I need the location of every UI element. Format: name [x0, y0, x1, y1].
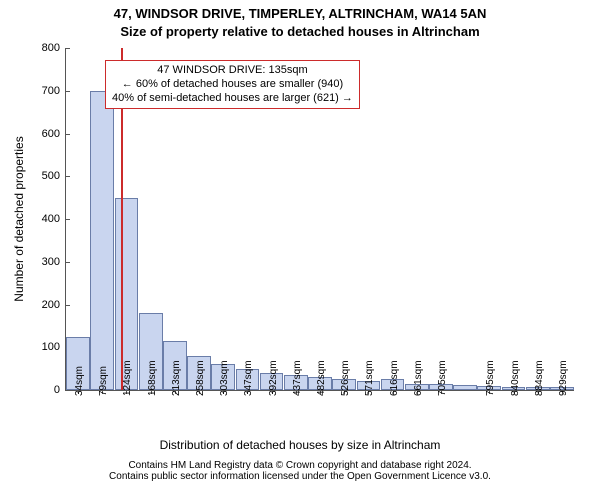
x-tick: 168sqm	[147, 360, 158, 396]
y-tick: 400	[42, 213, 66, 225]
footer-line-1: Contains HM Land Registry data © Crown c…	[0, 460, 600, 471]
x-tick: 616sqm	[389, 360, 400, 396]
x-tick: 213sqm	[171, 360, 182, 396]
annotation-box: 47 WINDSOR DRIVE: 135sqm ← 60% of detach…	[105, 60, 360, 109]
y-tick: 0	[54, 384, 66, 396]
property-size-chart: 47, WINDSOR DRIVE, TIMPERLEY, ALTRINCHAM…	[0, 0, 600, 500]
y-tick: 700	[42, 85, 66, 97]
y-tick: 600	[42, 128, 66, 140]
annotation-line-3: 40% of semi-detached houses are larger (…	[112, 92, 353, 106]
x-tick: 571sqm	[364, 360, 375, 396]
histogram-bar	[453, 385, 477, 390]
x-tick: 929sqm	[558, 360, 569, 396]
x-tick: 347sqm	[243, 360, 254, 396]
x-tick: 661sqm	[413, 360, 424, 396]
x-tick: 705sqm	[437, 360, 448, 396]
title-line-2: Size of property relative to detached ho…	[0, 24, 600, 39]
x-axis-label: Distribution of detached houses by size …	[0, 438, 600, 452]
x-tick: 124sqm	[122, 360, 133, 396]
x-tick: 884sqm	[534, 360, 545, 396]
x-tick: 437sqm	[292, 360, 303, 396]
x-tick: 840sqm	[510, 360, 521, 396]
x-tick: 482sqm	[316, 360, 327, 396]
annotation-line-1: 47 WINDSOR DRIVE: 135sqm	[112, 64, 353, 78]
histogram-bar	[90, 91, 114, 390]
y-tick: 100	[42, 341, 66, 353]
x-tick: 795sqm	[485, 360, 496, 396]
x-tick: 34sqm	[74, 366, 85, 396]
x-tick: 526sqm	[340, 360, 351, 396]
footer: Contains HM Land Registry data © Crown c…	[0, 460, 600, 482]
x-tick: 392sqm	[268, 360, 279, 396]
x-tick: 303sqm	[219, 360, 230, 396]
y-tick: 800	[42, 42, 66, 54]
x-tick: 258sqm	[195, 360, 206, 396]
annotation-line-2: ← 60% of detached houses are smaller (94…	[112, 78, 353, 92]
y-axis-label: Number of detached properties	[12, 136, 26, 301]
footer-line-2: Contains public sector information licen…	[0, 471, 600, 482]
x-tick: 79sqm	[98, 366, 109, 396]
title-line-1: 47, WINDSOR DRIVE, TIMPERLEY, ALTRINCHAM…	[0, 6, 600, 21]
y-tick: 300	[42, 256, 66, 268]
y-tick: 200	[42, 299, 66, 311]
y-tick: 500	[42, 170, 66, 182]
